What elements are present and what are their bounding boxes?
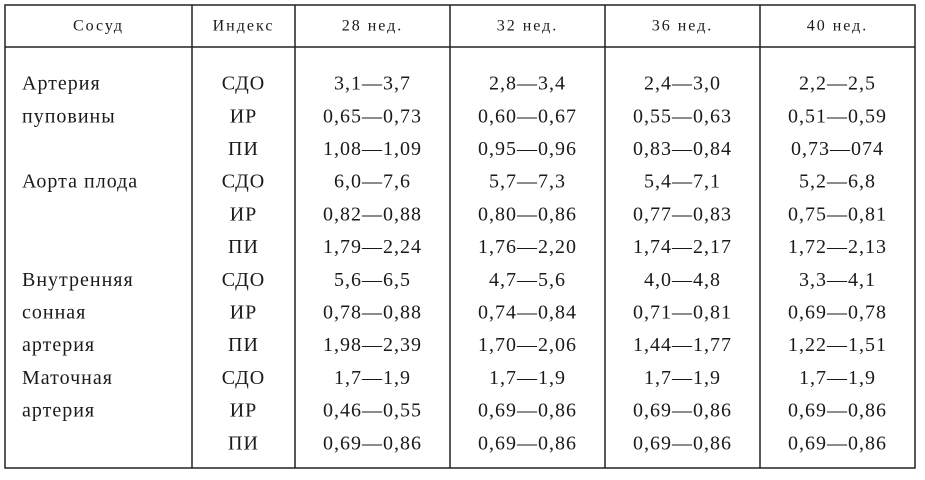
index-cell: ИР bbox=[230, 203, 258, 225]
index-cell: ИР bbox=[230, 400, 258, 422]
header-cell: 40 нед. bbox=[807, 18, 869, 35]
value-cell: 0,65—0,73 bbox=[323, 105, 422, 127]
value-cell: 3,1—3,7 bbox=[334, 73, 411, 95]
index-cell: ПИ bbox=[228, 138, 259, 160]
value-cell: 0,82—0,88 bbox=[323, 203, 422, 225]
value-cell: 4,7—5,6 bbox=[489, 269, 566, 291]
header-cell: 28 нед. bbox=[342, 18, 404, 35]
index-cell: ПИ bbox=[228, 432, 259, 454]
value-cell: 0,75—0,81 bbox=[788, 203, 887, 225]
vessel-name: артерия bbox=[22, 334, 95, 356]
value-cell: 1,72—2,13 bbox=[788, 236, 887, 258]
value-cell: 0,69—0,86 bbox=[478, 432, 577, 454]
value-cell: 2,2—2,5 bbox=[799, 73, 876, 95]
header-cell: Сосуд bbox=[73, 18, 124, 35]
vessel-name: Маточная bbox=[22, 367, 113, 389]
value-cell: 0,69—0,86 bbox=[323, 432, 422, 454]
vessel-name: Внутренняя bbox=[22, 269, 134, 291]
index-cell: ПИ bbox=[228, 334, 259, 356]
value-cell: 0,95—0,96 bbox=[478, 138, 577, 160]
value-cell: 3,3—4,1 bbox=[799, 269, 876, 291]
value-cell: 1,7—1,9 bbox=[799, 367, 876, 389]
value-cell: 1,7—1,9 bbox=[644, 367, 721, 389]
value-cell: 0,73—074 bbox=[791, 138, 884, 160]
index-cell: СДО bbox=[222, 367, 265, 389]
value-cell: 0,60—0,67 bbox=[478, 105, 577, 127]
vessel-name: Артерия bbox=[22, 73, 101, 95]
value-cell: 5,6—6,5 bbox=[334, 269, 411, 291]
value-cell: 2,8—3,4 bbox=[489, 73, 566, 95]
value-cell: 1,08—1,09 bbox=[323, 138, 422, 160]
index-cell: ИР bbox=[230, 105, 258, 127]
vessel-name: пуповины bbox=[22, 105, 116, 127]
value-cell: 5,2—6,8 bbox=[799, 171, 876, 193]
value-cell: 0,69—0,86 bbox=[633, 400, 732, 422]
index-cell: СДО bbox=[222, 269, 265, 291]
value-cell: 6,0—7,6 bbox=[334, 171, 411, 193]
value-cell: 5,7—7,3 bbox=[489, 171, 566, 193]
vessel-name: сонная bbox=[22, 301, 86, 323]
value-cell: 1,70—2,06 bbox=[478, 334, 577, 356]
value-cell: 0,71—0,81 bbox=[633, 301, 732, 323]
vessel-name: артерия bbox=[22, 400, 95, 422]
index-cell: СДО bbox=[222, 73, 265, 95]
value-cell: 1,7—1,9 bbox=[489, 367, 566, 389]
index-cell: ИР bbox=[230, 301, 258, 323]
value-cell: 4,0—4,8 bbox=[644, 269, 721, 291]
value-cell: 0,77—0,83 bbox=[633, 203, 732, 225]
value-cell: 5,4—7,1 bbox=[644, 171, 721, 193]
value-cell: 0,78—0,88 bbox=[323, 301, 422, 323]
value-cell: 1,7—1,9 bbox=[334, 367, 411, 389]
value-cell: 0,55—0,63 bbox=[633, 105, 732, 127]
index-cell: СДО bbox=[222, 171, 265, 193]
value-cell: 0,69—0,86 bbox=[788, 400, 887, 422]
value-cell: 1,79—2,24 bbox=[323, 236, 422, 258]
value-cell: 1,44—1,77 bbox=[633, 334, 732, 356]
header-cell: Индекс bbox=[213, 18, 275, 35]
vessel-name: Аорта плода bbox=[22, 171, 138, 193]
value-cell: 0,69—0,78 bbox=[788, 301, 887, 323]
value-cell: 0,69—0,86 bbox=[478, 400, 577, 422]
value-cell: 0,83—0,84 bbox=[633, 138, 732, 160]
value-cell: 1,98—2,39 bbox=[323, 334, 422, 356]
value-cell: 0,51—0,59 bbox=[788, 105, 887, 127]
table-border bbox=[4, 4, 916, 469]
index-cell: ПИ bbox=[228, 236, 259, 258]
value-cell: 0,80—0,86 bbox=[478, 203, 577, 225]
value-cell: 0,69—0,86 bbox=[633, 432, 732, 454]
value-cell: 1,74—2,17 bbox=[633, 236, 732, 258]
value-cell: 0,69—0,86 bbox=[788, 432, 887, 454]
value-cell: 0,74—0,84 bbox=[478, 301, 577, 323]
value-cell: 1,22—1,51 bbox=[788, 334, 887, 356]
value-cell: 0,46—0,55 bbox=[323, 400, 422, 422]
value-cell: 2,4—3,0 bbox=[644, 73, 721, 95]
header-cell: 36 нед. bbox=[652, 18, 714, 35]
value-cell: 1,76—2,20 bbox=[478, 236, 577, 258]
header-cell: 32 нед. bbox=[497, 18, 559, 35]
